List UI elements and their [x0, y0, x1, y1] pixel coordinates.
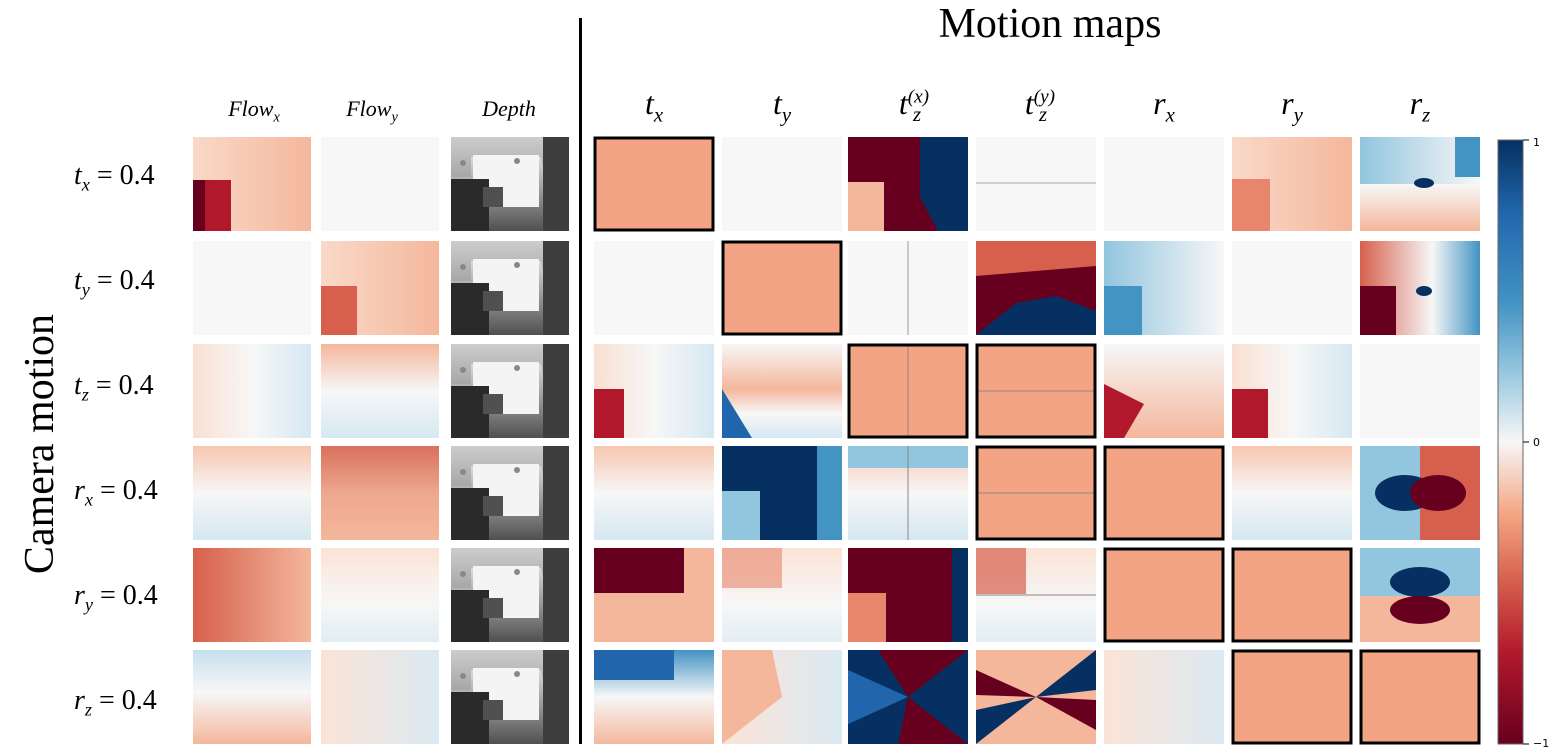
highlight-border-tzy-row4 [975, 445, 1097, 541]
highlight-border-ry-row6 [1231, 649, 1353, 745]
row-label-ry: ry = 0.4 [74, 580, 158, 615]
tile-flow-y-row2 [321, 241, 439, 335]
tile-map-tzy-row5 [976, 548, 1096, 642]
tile-map-tzx-row2 [848, 241, 968, 335]
highlight-border-tzy-row3 [975, 343, 1097, 439]
tile-map-rx-row2 [1104, 241, 1224, 335]
tile-depth-row1 [451, 137, 569, 231]
col-label-rz: rz [1409, 85, 1431, 127]
col-label-tzy: t(y)z [1024, 85, 1056, 127]
highlight-border-ry-row5 [1231, 547, 1353, 643]
tile-map-rx-row4 [1104, 446, 1224, 540]
tile-map-tzy-row1 [976, 137, 1096, 231]
tile-map-ry-row6 [1232, 650, 1352, 744]
row-label-rx: rx = 0.4 [74, 475, 158, 510]
colorbar-min-label: −1 [1533, 737, 1550, 750]
tile-flow-x-row1 [193, 137, 311, 231]
highlight-border-rx-row5 [1103, 547, 1225, 643]
tile-map-ry-row5 [1232, 548, 1352, 642]
highlight-border-rx-row4 [1103, 445, 1225, 541]
col-label-tx: tx [644, 85, 664, 127]
tile-map-tzx-row1 [848, 137, 968, 231]
tile-map-rx-row3 [1104, 344, 1224, 438]
tile-map-ty-row6 [722, 650, 842, 744]
tile-map-ty-row4 [722, 446, 842, 540]
tile-map-rz-row1 [1360, 137, 1480, 231]
row-label-ty: ty = 0.4 [74, 265, 155, 300]
tile-map-ry-row2 [1232, 241, 1352, 335]
tile-map-ty-row1 [722, 137, 842, 231]
highlight-border-rz-row6 [1359, 649, 1481, 745]
col-label-flow-x: Flowx [228, 96, 280, 126]
tile-depth-row5 [451, 548, 569, 642]
tile-flow-x-row4 [193, 446, 311, 540]
tile-depth-row2 [451, 241, 569, 335]
tile-map-tzy-row3 [976, 344, 1096, 438]
tile-map-tx-row3 [594, 344, 714, 438]
tile-map-rx-row6 [1104, 650, 1224, 744]
tile-map-tzx-row4 [848, 446, 968, 540]
row-label-tx: tx = 0.4 [74, 160, 155, 195]
tile-map-tzx-row5 [848, 548, 968, 642]
highlight-border-ty-row2 [721, 240, 843, 336]
tile-map-rz-row6 [1360, 650, 1480, 744]
tile-map-rz-row2 [1360, 241, 1480, 335]
tile-map-tzy-row2 [976, 241, 1096, 335]
tile-map-rz-row3 [1360, 344, 1480, 438]
tile-flow-y-row5 [321, 548, 439, 642]
col-label-flow-y: Flowy [346, 96, 398, 126]
tile-depth-row3 [451, 344, 569, 438]
tile-map-rz-row4 [1360, 446, 1480, 540]
figure-title: Motion maps [938, 1, 1162, 47]
tile-map-tx-row5 [594, 548, 714, 642]
tile-map-tx-row1 [594, 137, 714, 231]
tile-map-ry-row4 [1232, 446, 1352, 540]
tile-flow-y-row4 [321, 446, 439, 540]
tile-map-ty-row2 [722, 241, 842, 335]
col-label-depth: Depth [482, 96, 536, 121]
colorbar [1497, 139, 1524, 745]
tile-flow-x-row3 [193, 344, 311, 438]
tile-map-ry-row1 [1232, 137, 1352, 231]
tile-map-tzx-row3 [848, 344, 968, 438]
tile-depth-row6 [451, 650, 569, 744]
tile-map-tzy-row4 [976, 446, 1096, 540]
tile-map-ty-row5 [722, 548, 842, 642]
row-label-rz: rz = 0.4 [74, 685, 157, 720]
tile-map-tx-row6 [594, 650, 714, 744]
tile-map-tzx-row6 [848, 650, 968, 744]
tile-map-ty-row3 [722, 344, 842, 438]
highlight-border-tx-row1 [593, 136, 715, 232]
colorbar-max-label: 1 [1533, 136, 1540, 149]
tile-flow-y-row3 [321, 344, 439, 438]
col-label-rx: rx [1153, 85, 1175, 127]
highlight-border-tzx-row3 [847, 343, 969, 439]
tile-map-ry-row3 [1232, 344, 1352, 438]
row-label-tz: tz = 0.4 [74, 370, 154, 405]
tile-flow-x-row6 [193, 650, 311, 744]
tile-depth-row4 [451, 446, 569, 540]
tile-flow-x-row5 [193, 548, 311, 642]
colorbar-mid-label: 0 [1533, 436, 1540, 449]
tile-map-tzy-row6 [976, 650, 1096, 744]
tile-map-rz-row5 [1360, 548, 1480, 642]
tile-flow-x-row2 [193, 241, 311, 335]
tile-flow-y-row1 [321, 137, 439, 231]
tile-map-rx-row1 [1104, 137, 1224, 231]
tile-map-tx-row2 [594, 241, 714, 335]
tile-flow-y-row6 [321, 650, 439, 744]
section-divider [579, 18, 582, 744]
tile-map-rx-row5 [1104, 548, 1224, 642]
tile-map-tx-row4 [594, 446, 714, 540]
col-label-ty: ty [772, 85, 792, 127]
col-label-tzx: t(x)z [898, 85, 930, 127]
col-label-ry: ry [1281, 85, 1303, 127]
